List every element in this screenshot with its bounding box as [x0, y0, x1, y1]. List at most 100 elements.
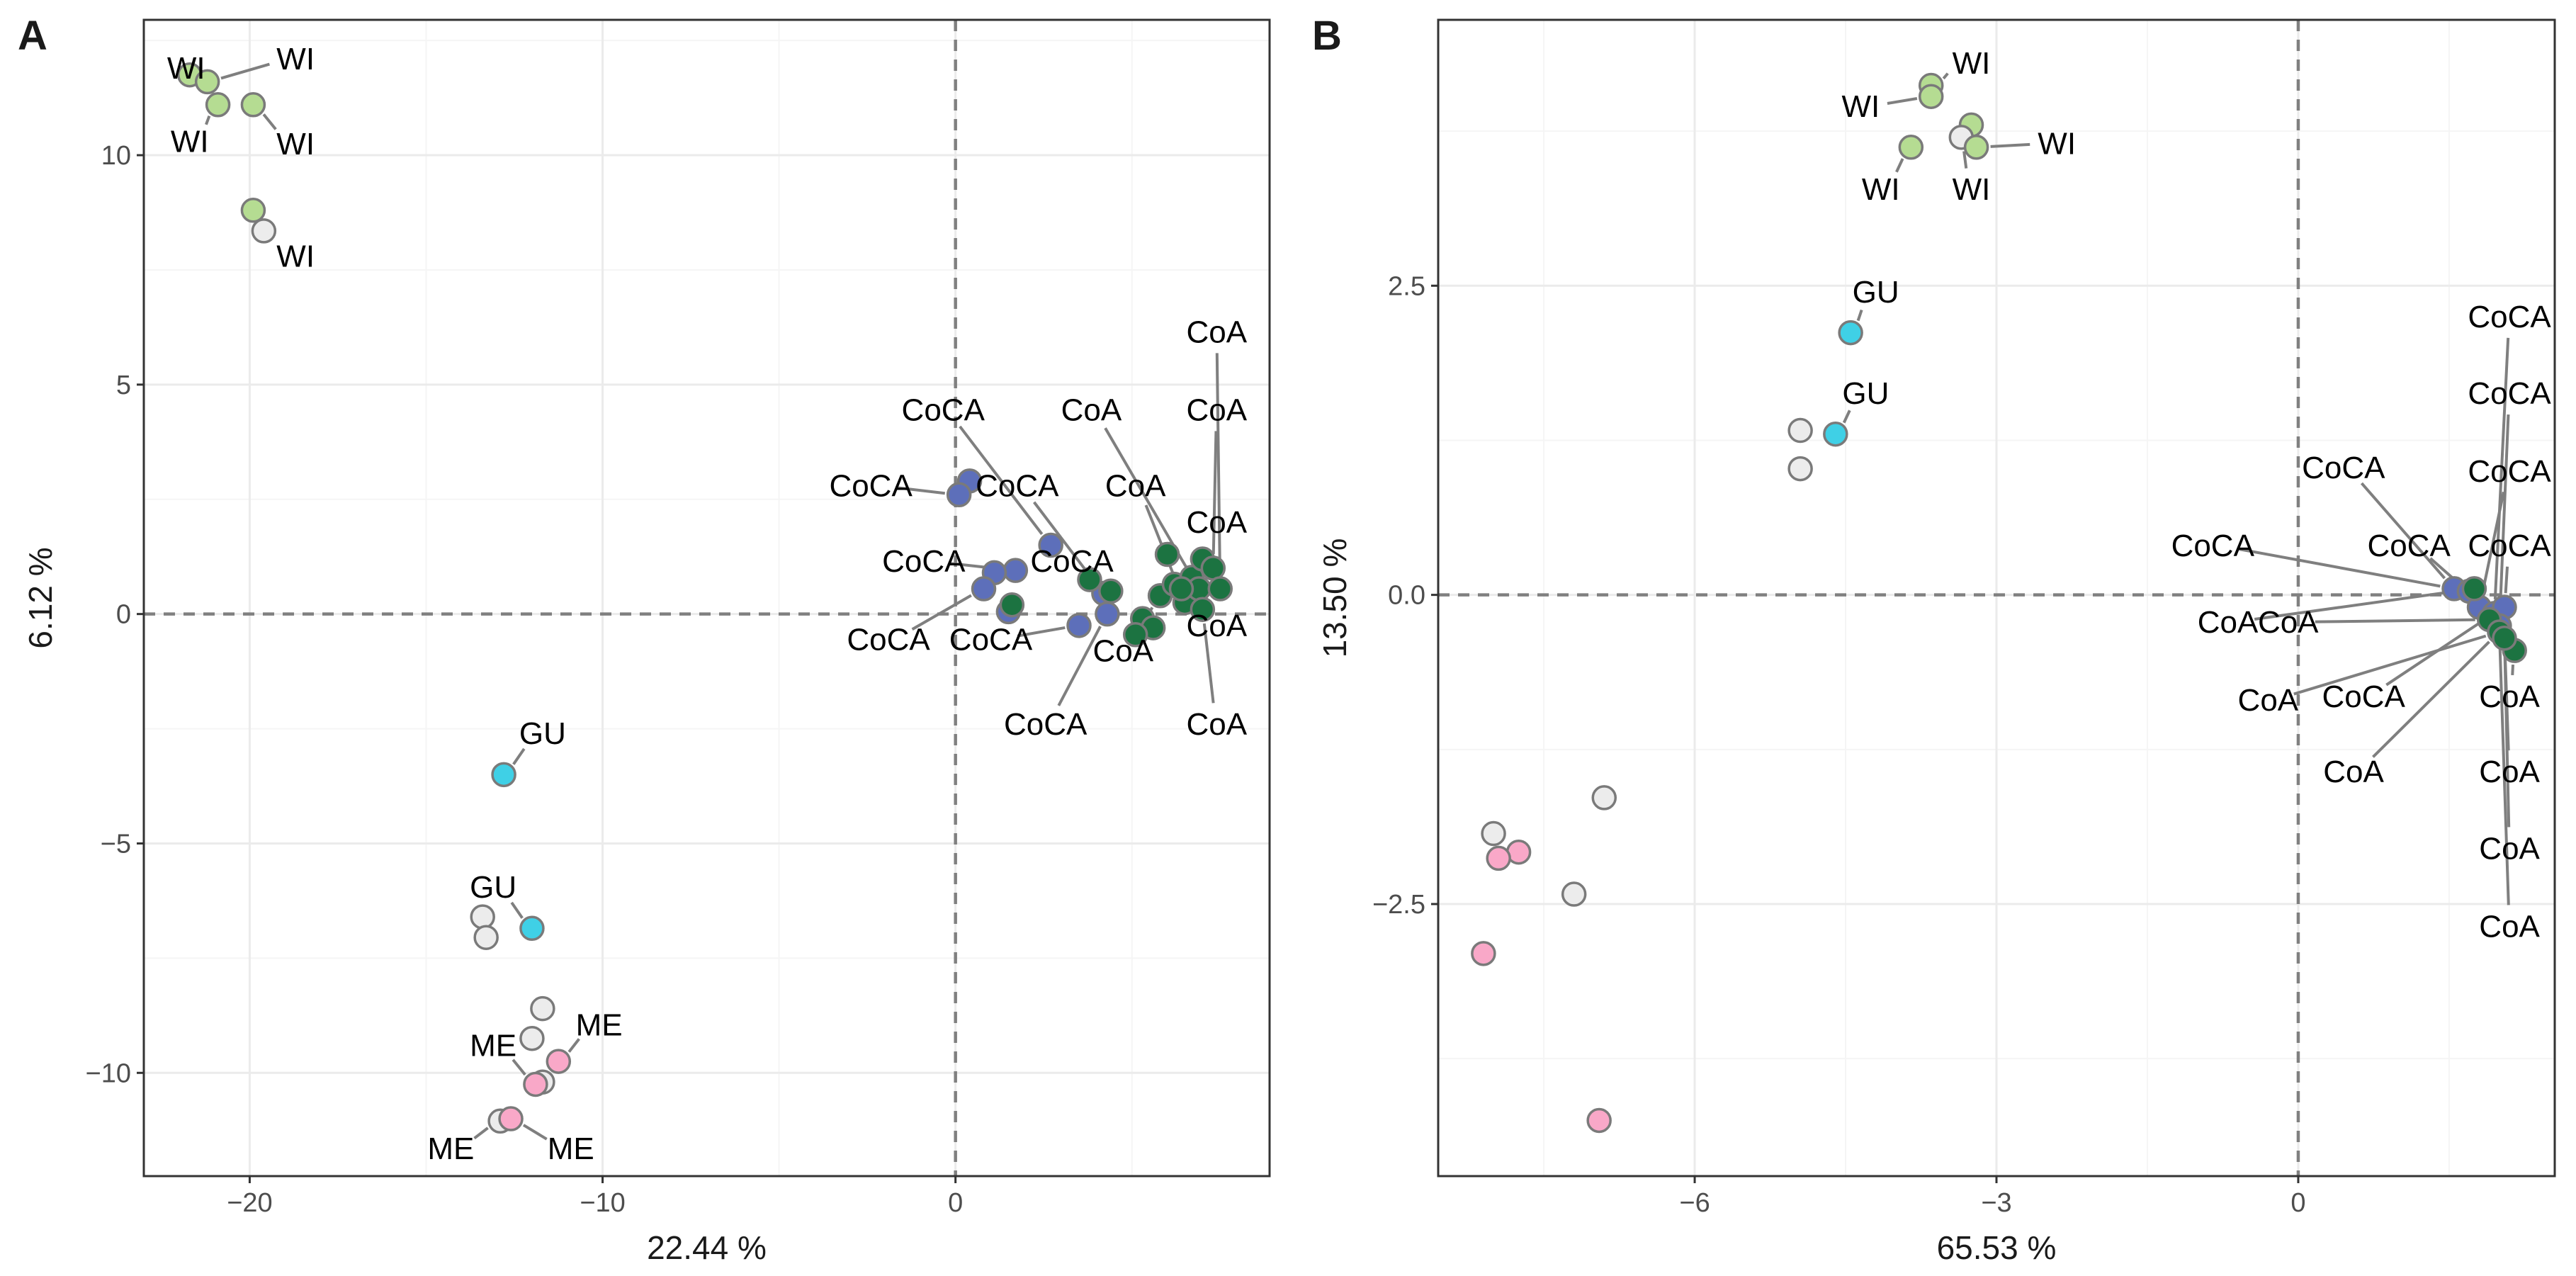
data-point-unlabeled — [251, 218, 277, 244]
label-leader-line — [1211, 431, 1218, 554]
y-tick-label: 2.5 — [1388, 271, 1425, 301]
data-point-coca — [1066, 613, 1092, 638]
data-point-coca — [971, 576, 997, 602]
data-point-coa — [1154, 541, 1180, 568]
point-label: CoCA — [2468, 529, 2551, 563]
data-point-wi — [240, 198, 266, 223]
data-point-me — [523, 1071, 548, 1097]
data-point-unlabeled — [1787, 417, 1813, 444]
data-point-coa — [1190, 597, 1216, 622]
panel-a: WI WI WI WI WI GU GU ME ME ME ME CoA CoCA CoA CoA CoCA C… — [18, 13, 1271, 1266]
label-leader-line — [2503, 652, 2511, 828]
x-tick-label: −3 — [1981, 1188, 2011, 1218]
panel-b: WI WI WI WI WI GU GU CoCA CoCA CoCA CoCA CoCA CoCA Co… — [1312, 13, 2556, 1266]
label-leader-line — [1895, 158, 1904, 173]
x-tick-label: −20 — [227, 1188, 272, 1218]
data-point-unlabeled — [1481, 820, 1506, 847]
data-point-wi — [205, 92, 231, 118]
label-leader-line — [1017, 626, 1066, 638]
point-label: CoA — [2479, 679, 2540, 714]
label-leader-line — [2385, 619, 2484, 687]
label-leader-line — [512, 747, 526, 765]
label-leader-line — [1942, 72, 1949, 80]
label-leader-line — [2493, 337, 2510, 599]
y-tick-label: −2.5 — [1372, 890, 1425, 920]
point-label: CoA — [1186, 609, 1247, 643]
point-label: CoCA — [882, 544, 966, 579]
label-leader-line — [1990, 142, 2030, 148]
point-label: CoCA — [2322, 679, 2406, 714]
data-point-coca — [1002, 558, 1029, 583]
x-tick-label: 0 — [948, 1188, 963, 1218]
label-leader-line — [897, 486, 945, 495]
data-point-wi — [240, 92, 266, 118]
panel-tag: B — [1312, 13, 1342, 59]
data-point-unlabeled — [530, 995, 555, 1022]
y-tick-label: −5 — [101, 829, 131, 859]
point-label: CoA — [2198, 605, 2259, 640]
point-label: CoCA — [949, 622, 1033, 657]
data-point-gu — [1823, 421, 1848, 447]
data-point-gu — [1838, 320, 1863, 346]
label-leader-line — [2504, 566, 2509, 594]
point-label: CoA — [2479, 755, 2540, 789]
label-leader-line — [522, 1124, 548, 1141]
label-leader-line — [1215, 353, 1221, 575]
data-point-wi — [1898, 135, 1924, 160]
x-axis-title: 65.53 % — [1937, 1229, 2057, 1266]
point-label: CoA — [2258, 605, 2319, 640]
point-label: WI — [1953, 46, 1991, 81]
y-tick-label: 0 — [116, 600, 131, 630]
data-point-coa — [999, 592, 1025, 618]
label-leader-line — [2511, 664, 2515, 676]
data-point-unlabeled — [1591, 785, 1617, 811]
data-point-coa — [1200, 555, 1226, 581]
data-point-coca — [1095, 601, 1120, 627]
data-point-unlabeled — [1787, 456, 1813, 482]
point-label: CoA — [1105, 468, 1166, 503]
label-leader-line — [205, 115, 211, 125]
label-leader-line — [2498, 414, 2510, 612]
y-axis-title: 13.50 % — [1316, 538, 1353, 658]
label-leader-line — [567, 1038, 580, 1053]
point-label: CoA — [1186, 505, 1247, 540]
point-label: CoCA — [2468, 376, 2551, 411]
label-leader-line — [1842, 410, 1851, 424]
point-label: CoCA — [829, 468, 913, 503]
label-leader-line — [2315, 618, 2475, 623]
plot-border — [142, 18, 1271, 1178]
label-leader-line — [1856, 309, 1863, 322]
label-leader-line — [2239, 548, 2441, 588]
point-label: CoA — [2479, 831, 2540, 866]
label-leader-line — [2498, 645, 2510, 905]
point-label: CoCA — [847, 622, 930, 657]
point-label: WI — [1862, 172, 1900, 207]
point-label: CoA — [2323, 755, 2384, 789]
point-label: CoCA — [2302, 451, 2385, 485]
point-label: CoA — [2479, 909, 2540, 944]
data-point-wi — [194, 69, 220, 95]
data-point-me — [1586, 1107, 1612, 1134]
x-tick-label: −6 — [1679, 1188, 1710, 1218]
data-point-me — [1486, 845, 1511, 871]
point-label: WI — [171, 125, 209, 159]
point-label: CoCA — [2367, 529, 2451, 563]
point-label: GU — [1853, 275, 1899, 310]
label-leader-line — [2480, 491, 2505, 594]
data-point-me — [1471, 941, 1496, 966]
data-point-unlabeled — [470, 904, 495, 930]
point-label: WI — [2038, 127, 2076, 162]
label-leader-line — [1962, 151, 1968, 169]
label-leader-line — [510, 901, 524, 919]
point-label: WI — [1953, 172, 1991, 207]
point-label: WI — [276, 127, 315, 162]
label-leader-line — [2360, 482, 2446, 580]
data-point-coa — [2461, 576, 2487, 602]
point-label: WI — [276, 42, 315, 77]
label-leader-line — [959, 425, 1044, 536]
label-leader-line — [911, 594, 972, 631]
point-label: CoCA — [2468, 454, 2551, 489]
point-label: CoA — [1061, 393, 1122, 427]
point-label: CoCA — [2171, 529, 2255, 563]
